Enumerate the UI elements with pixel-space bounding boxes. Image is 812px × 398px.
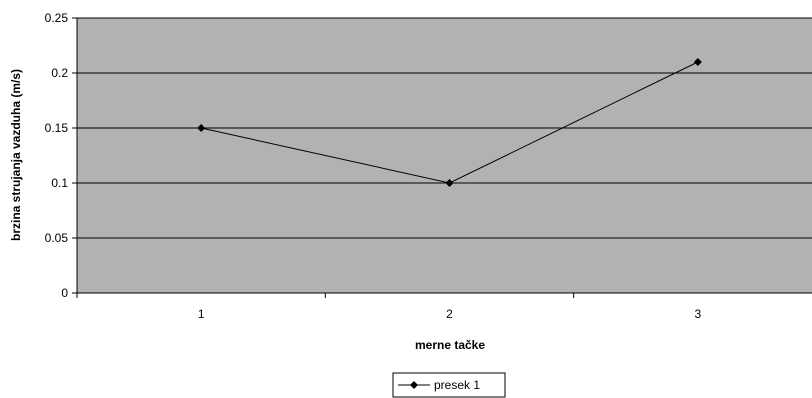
y-tick-label: 0 [61,286,68,300]
legend-marker [410,381,418,389]
data-point [693,58,702,66]
plot-area [77,18,812,293]
y-tick-label: 0.2 [51,66,68,80]
y-axis-ticks: 0 0.05 0.1 0.15 0.2 0.25 [45,11,77,300]
x-tick-label: 1 [198,307,205,321]
legend-label: presek 1 [434,378,480,392]
y-tick-label: 0.05 [45,231,69,245]
data-point [445,179,454,187]
y-tick-label: 0.15 [45,121,69,135]
x-axis-title: merne tačke [415,338,485,352]
data-point [197,124,206,132]
x-tick-label: 2 [446,307,453,321]
series-group [197,58,702,187]
legend: presek 1 [392,372,506,398]
x-axis-ticks: 1 2 3 [76,293,701,321]
y-tick-label: 0.1 [51,176,68,190]
y-axis-title: brzina strujanja vazduha (m/s) [9,69,23,241]
x-tick-label: 3 [694,307,701,321]
y-tick-label: 0.25 [45,11,69,25]
